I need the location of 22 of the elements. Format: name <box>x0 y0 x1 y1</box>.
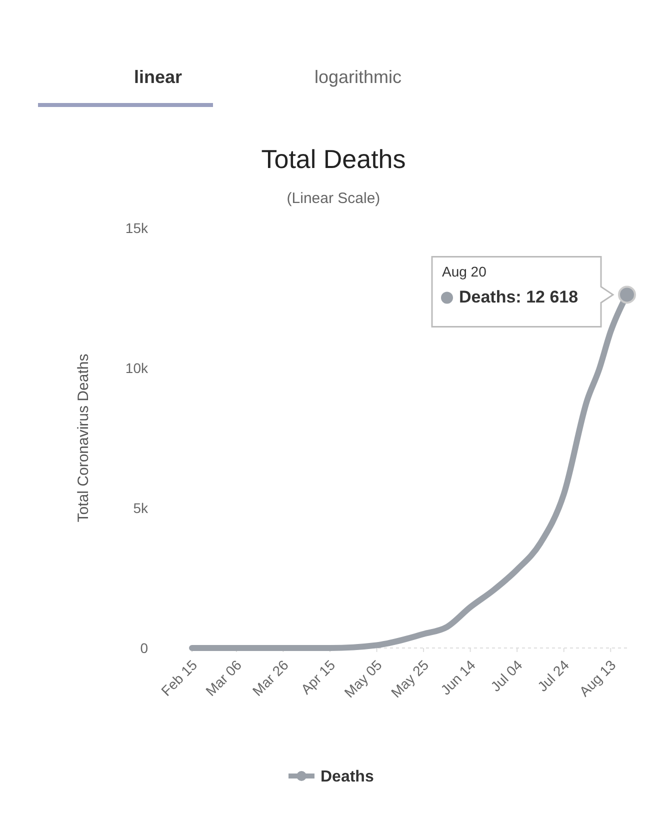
y-tick-label: 10k <box>125 360 149 376</box>
text: linear <box>134 67 182 87</box>
x-tick-label: May 25 <box>388 656 432 701</box>
y-tick-label: 5k <box>133 500 149 516</box>
chart-subtitle: (Linear Scale) <box>286 190 380 207</box>
y-axis-title: Total Coronavirus Deaths <box>75 354 92 522</box>
y-tick-label: 15k <box>125 220 149 236</box>
x-tick-label: Aug 13 <box>576 656 619 700</box>
x-tick-label: Jul 04 <box>487 656 526 695</box>
text: logarithmic <box>314 67 402 87</box>
chart-title: Total Deaths <box>261 144 406 174</box>
annotation: Aug 20 <box>442 264 487 280</box>
x-tick-label: Apr 15 <box>298 656 338 698</box>
x-tick-label: May 05 <box>341 656 386 701</box>
x-tick-label: Feb 15 <box>158 656 200 699</box>
x-tick-label: Jun 14 <box>437 656 479 698</box>
y-tick-label: 0 <box>140 640 148 656</box>
x-tick-label: Jul 24 <box>534 656 572 695</box>
annotation: Deaths: 12 618 <box>459 288 578 307</box>
x-tick-label: Mar 06 <box>202 656 245 699</box>
x-tick-label: Mar 26 <box>249 656 292 699</box>
legend-label: Deaths <box>320 768 374 786</box>
